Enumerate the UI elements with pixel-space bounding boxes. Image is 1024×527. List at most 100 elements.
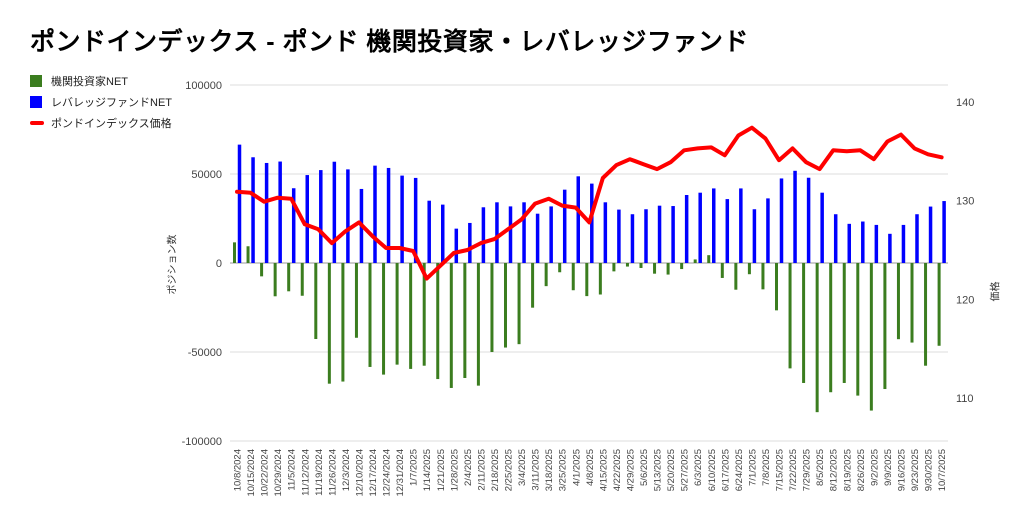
bar-institutional	[273, 263, 277, 297]
bar-institutional	[544, 263, 548, 287]
bar-institutional	[585, 263, 589, 297]
bar-institutional	[300, 263, 304, 296]
bar-institutional	[842, 263, 846, 383]
bar-leveraged	[468, 222, 472, 263]
legend-label: 機関投資家NET	[51, 75, 128, 88]
x-tick-label: 4/22/2025	[612, 449, 623, 491]
x-tick-label: 7/15/2025	[775, 449, 786, 491]
x-tick-label: 10/29/2024	[273, 449, 284, 497]
x-tick-label: 1/14/2025	[422, 449, 433, 491]
bar-institutional	[395, 263, 399, 365]
bar-institutional	[314, 263, 318, 340]
bar-leveraged	[508, 206, 513, 263]
x-tick-label: 11/19/2024	[314, 449, 325, 496]
bar-leveraged	[644, 209, 648, 263]
bar-institutional	[666, 263, 670, 275]
bar-institutional	[815, 263, 819, 413]
bar-leveraged	[617, 209, 621, 263]
bar-leveraged	[698, 192, 702, 263]
bar-institutional	[625, 263, 629, 267]
bar-institutional	[531, 263, 535, 308]
bar-institutional	[693, 259, 697, 263]
bar-institutional	[680, 263, 684, 270]
x-tick-label: 9/23/2025	[910, 449, 921, 491]
bar-leveraged	[373, 165, 377, 263]
bar-leveraged	[291, 188, 296, 263]
bar-institutional	[720, 263, 724, 278]
bar-leveraged	[820, 192, 824, 263]
bar-leveraged	[847, 223, 851, 263]
bar-institutional	[869, 263, 873, 411]
x-tick-label: 9/16/2025	[896, 449, 907, 491]
x-tick-label: 1/7/2025	[409, 449, 420, 486]
bar-institutional	[517, 263, 521, 345]
x-tick-label: 7/1/2025	[747, 449, 758, 486]
bar-leveraged	[413, 177, 418, 263]
bar-leveraged	[237, 144, 242, 263]
x-tick-label: 3/11/2025	[531, 449, 542, 491]
bar-leveraged	[400, 175, 404, 263]
bar-institutional	[341, 263, 345, 382]
bar-institutional	[802, 263, 806, 383]
bar-institutional	[449, 263, 453, 388]
x-tick-label: 3/25/2025	[558, 449, 569, 491]
y-tick-label-right: 110	[956, 393, 974, 405]
bar-institutional	[707, 255, 711, 263]
y-tick-label-left: 100000	[185, 80, 222, 92]
leveraged-swatch-icon	[30, 95, 42, 108]
x-tick-label: 8/19/2025	[842, 449, 853, 491]
x-tick-label: 6/10/2025	[707, 449, 718, 491]
bar-institutional	[856, 263, 860, 396]
bar-institutional	[504, 263, 507, 348]
bar-institutional	[761, 263, 765, 290]
x-tick-label: 5/6/2025	[639, 449, 650, 486]
bar-leveraged	[766, 198, 770, 263]
bar-leveraged	[549, 206, 553, 263]
bar-institutional	[612, 263, 616, 272]
legend-item-price: ポンドインデックス価格	[30, 112, 172, 133]
x-tick-label: 4/29/2025	[625, 449, 636, 491]
x-tick-label: 10/22/2024	[260, 449, 271, 497]
bar-leveraged	[793, 170, 797, 263]
chart-title: ポンドインデックス - ポンド 機関投資家・レバレッジファンド	[30, 28, 749, 56]
x-tick-label: 8/26/2025	[856, 449, 867, 491]
x-tick-label: 6/24/2025	[734, 449, 745, 491]
bar-institutional	[571, 263, 575, 291]
y-tick-label-left: 50000	[191, 169, 222, 181]
x-tick-label: 9/30/2025	[924, 449, 935, 491]
legend: 機関投資家NET レバレッジファンドNET ポンドインデックス価格	[30, 70, 172, 133]
bar-institutional	[639, 263, 643, 268]
x-tick-label: 5/13/2025	[653, 449, 664, 491]
x-tick-label: 7/22/2025	[788, 449, 799, 491]
bar-institutional	[368, 263, 372, 367]
bar-institutional	[354, 263, 358, 338]
x-tick-label: 2/11/2025	[476, 449, 487, 491]
y-tick-label-left: 0	[216, 258, 222, 270]
x-tick-label: 11/26/2024	[327, 449, 338, 496]
price-line-swatch-icon	[30, 120, 44, 125]
bar-institutional	[829, 263, 833, 393]
bar-leveraged	[901, 224, 906, 263]
x-tick-label: 4/8/2025	[585, 449, 596, 486]
bar-institutional	[775, 263, 778, 311]
x-tick-label: 2/4/2025	[463, 449, 474, 486]
bar-institutional	[734, 263, 738, 290]
bar-leveraged	[386, 167, 391, 263]
x-tick-label: 12/3/2024	[341, 449, 352, 491]
bar-leveraged	[833, 214, 838, 263]
bar-leveraged	[319, 170, 323, 263]
bar-leveraged	[603, 202, 608, 263]
bar-leveraged	[630, 214, 635, 263]
x-tick-label: 12/17/2024	[368, 449, 379, 497]
bar-institutional	[463, 263, 467, 378]
bar-leveraged	[671, 206, 675, 263]
bar-leveraged	[874, 224, 879, 263]
bar-leveraged	[332, 161, 337, 263]
bar-institutional	[937, 263, 941, 346]
price-line	[235, 125, 944, 281]
bar-institutional	[260, 263, 264, 277]
y-tick-label-right: 140	[956, 97, 974, 109]
bar-leveraged	[495, 202, 499, 263]
bar-leveraged	[562, 189, 567, 263]
